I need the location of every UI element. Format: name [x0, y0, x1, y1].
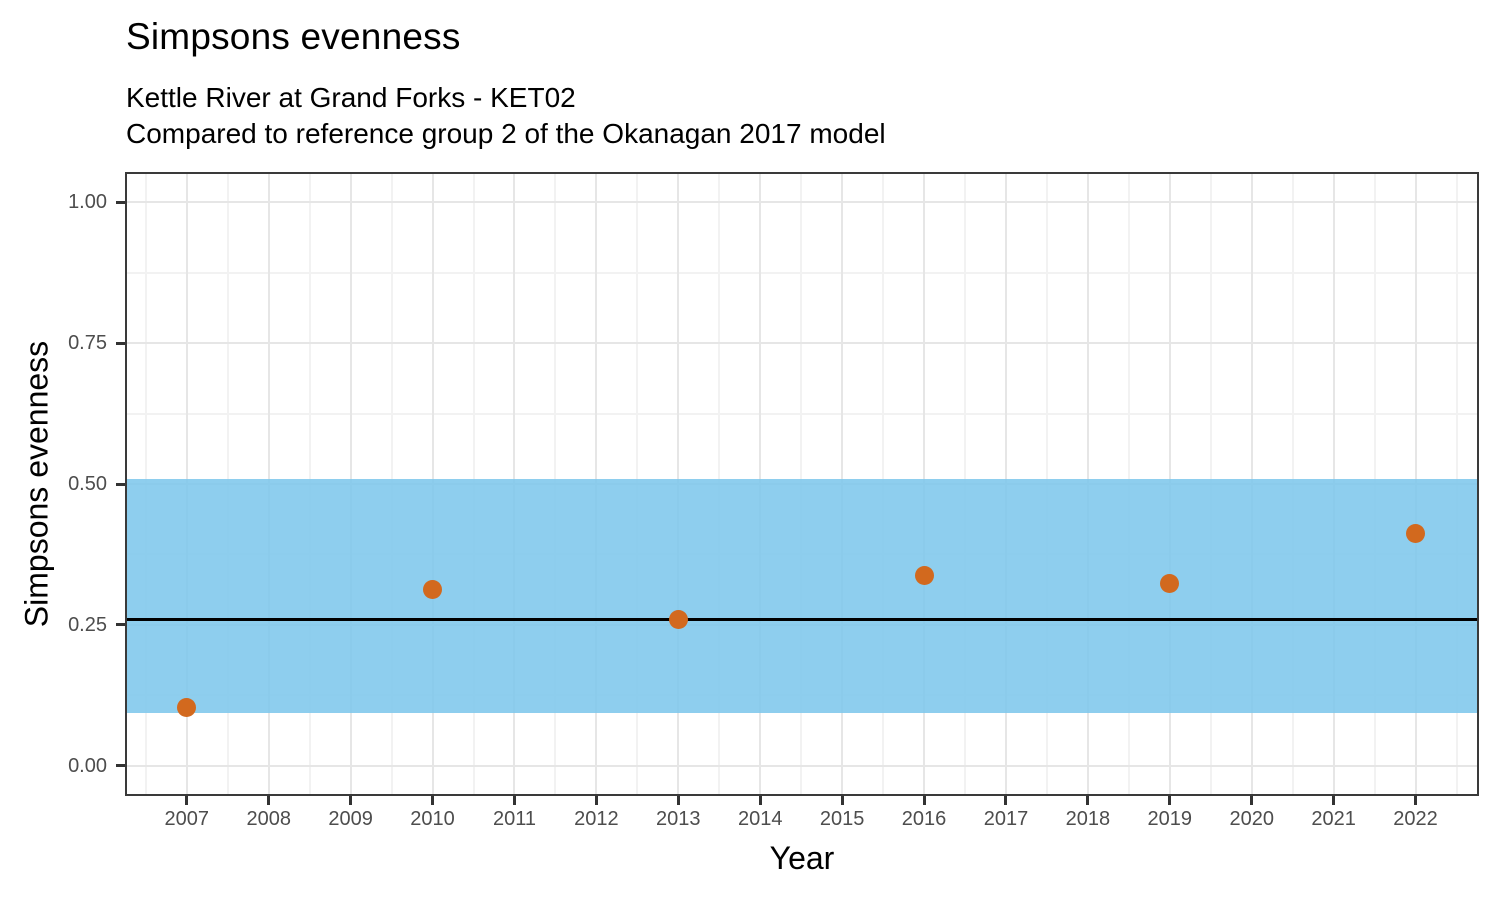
x-axis-tick-label: 2019 — [1147, 808, 1193, 830]
x-axis-tick — [185, 796, 189, 805]
chart-title: Simpsons evenness — [126, 16, 461, 57]
x-axis-tick-label: 2020 — [1229, 808, 1274, 830]
x-axis-title: Year — [769, 840, 835, 876]
y-axis-tick — [116, 482, 125, 486]
x-axis-tick-label: 2017 — [983, 808, 1029, 830]
x-axis-tick — [594, 796, 598, 805]
y-axis-tick-label: 1.00 — [68, 191, 107, 214]
x-axis-tick — [1250, 796, 1254, 805]
gridline-horizontal-minor — [127, 412, 1477, 415]
x-axis-tick-label: 2013 — [656, 808, 701, 830]
x-axis-tick — [1168, 796, 1172, 805]
x-axis-tick-label: 2011 — [492, 808, 536, 830]
data-point — [1160, 573, 1180, 593]
reference-line — [127, 617, 1477, 622]
data-point — [177, 697, 197, 717]
y-axis-tick — [116, 623, 125, 627]
x-axis-tick — [512, 796, 516, 805]
x-axis-tick-label: 2021 — [1311, 808, 1356, 830]
x-axis-tick-label: 2022 — [1393, 808, 1438, 830]
x-axis-tick — [1332, 796, 1336, 805]
x-axis-tick-label: 2007 — [164, 808, 210, 830]
x-axis-tick — [267, 796, 271, 805]
data-point — [1406, 523, 1426, 543]
x-axis-tick-label: 2012 — [574, 808, 619, 830]
gridline-horizontal-major — [127, 764, 1477, 767]
y-axis-tick — [116, 200, 125, 204]
x-axis-tick — [1086, 796, 1090, 805]
data-point — [914, 566, 934, 586]
y-axis-tick-label: 0.75 — [68, 332, 107, 355]
x-axis-tick-label: 2014 — [737, 808, 783, 830]
data-point — [668, 610, 688, 630]
x-axis-tick — [1414, 796, 1418, 805]
x-axis-tick — [840, 796, 844, 805]
x-axis-tick — [922, 796, 926, 805]
gridline-horizontal-minor — [127, 271, 1477, 274]
plot-panel — [125, 172, 1479, 796]
x-axis-tick-label: 2010 — [410, 808, 455, 830]
y-axis-tick — [116, 764, 125, 768]
x-axis-tick-label: 2016 — [901, 808, 947, 830]
y-axis-tick — [116, 341, 125, 345]
chart-subtitle: Kettle River at Grand Forks - KET02 Comp… — [126, 80, 886, 152]
y-axis-tick-label: 0.50 — [68, 473, 107, 495]
x-axis-tick-label: 2008 — [246, 808, 291, 830]
x-axis-tick — [758, 796, 762, 805]
chart-subtitle-line-1: Kettle River at Grand Forks - KET02 — [126, 82, 576, 113]
x-axis-tick — [431, 796, 435, 805]
y-axis-tick-label: 0.25 — [68, 613, 107, 636]
gridline-horizontal-major — [127, 342, 1477, 345]
chart-subtitle-line-2: Compared to reference group 2 of the Oka… — [126, 118, 886, 149]
data-point — [423, 580, 443, 600]
x-axis-tick — [676, 796, 680, 805]
x-axis-tick — [1004, 796, 1008, 805]
x-axis-tick-label: 2009 — [328, 808, 373, 830]
gridline-horizontal-major — [127, 201, 1477, 204]
x-axis-tick-label: 2018 — [1065, 808, 1111, 830]
x-axis-tick-label: 2015 — [819, 808, 865, 830]
reference-band — [127, 478, 1477, 713]
y-axis-tick-label: 0.00 — [68, 754, 107, 777]
x-axis-tick — [349, 796, 353, 805]
